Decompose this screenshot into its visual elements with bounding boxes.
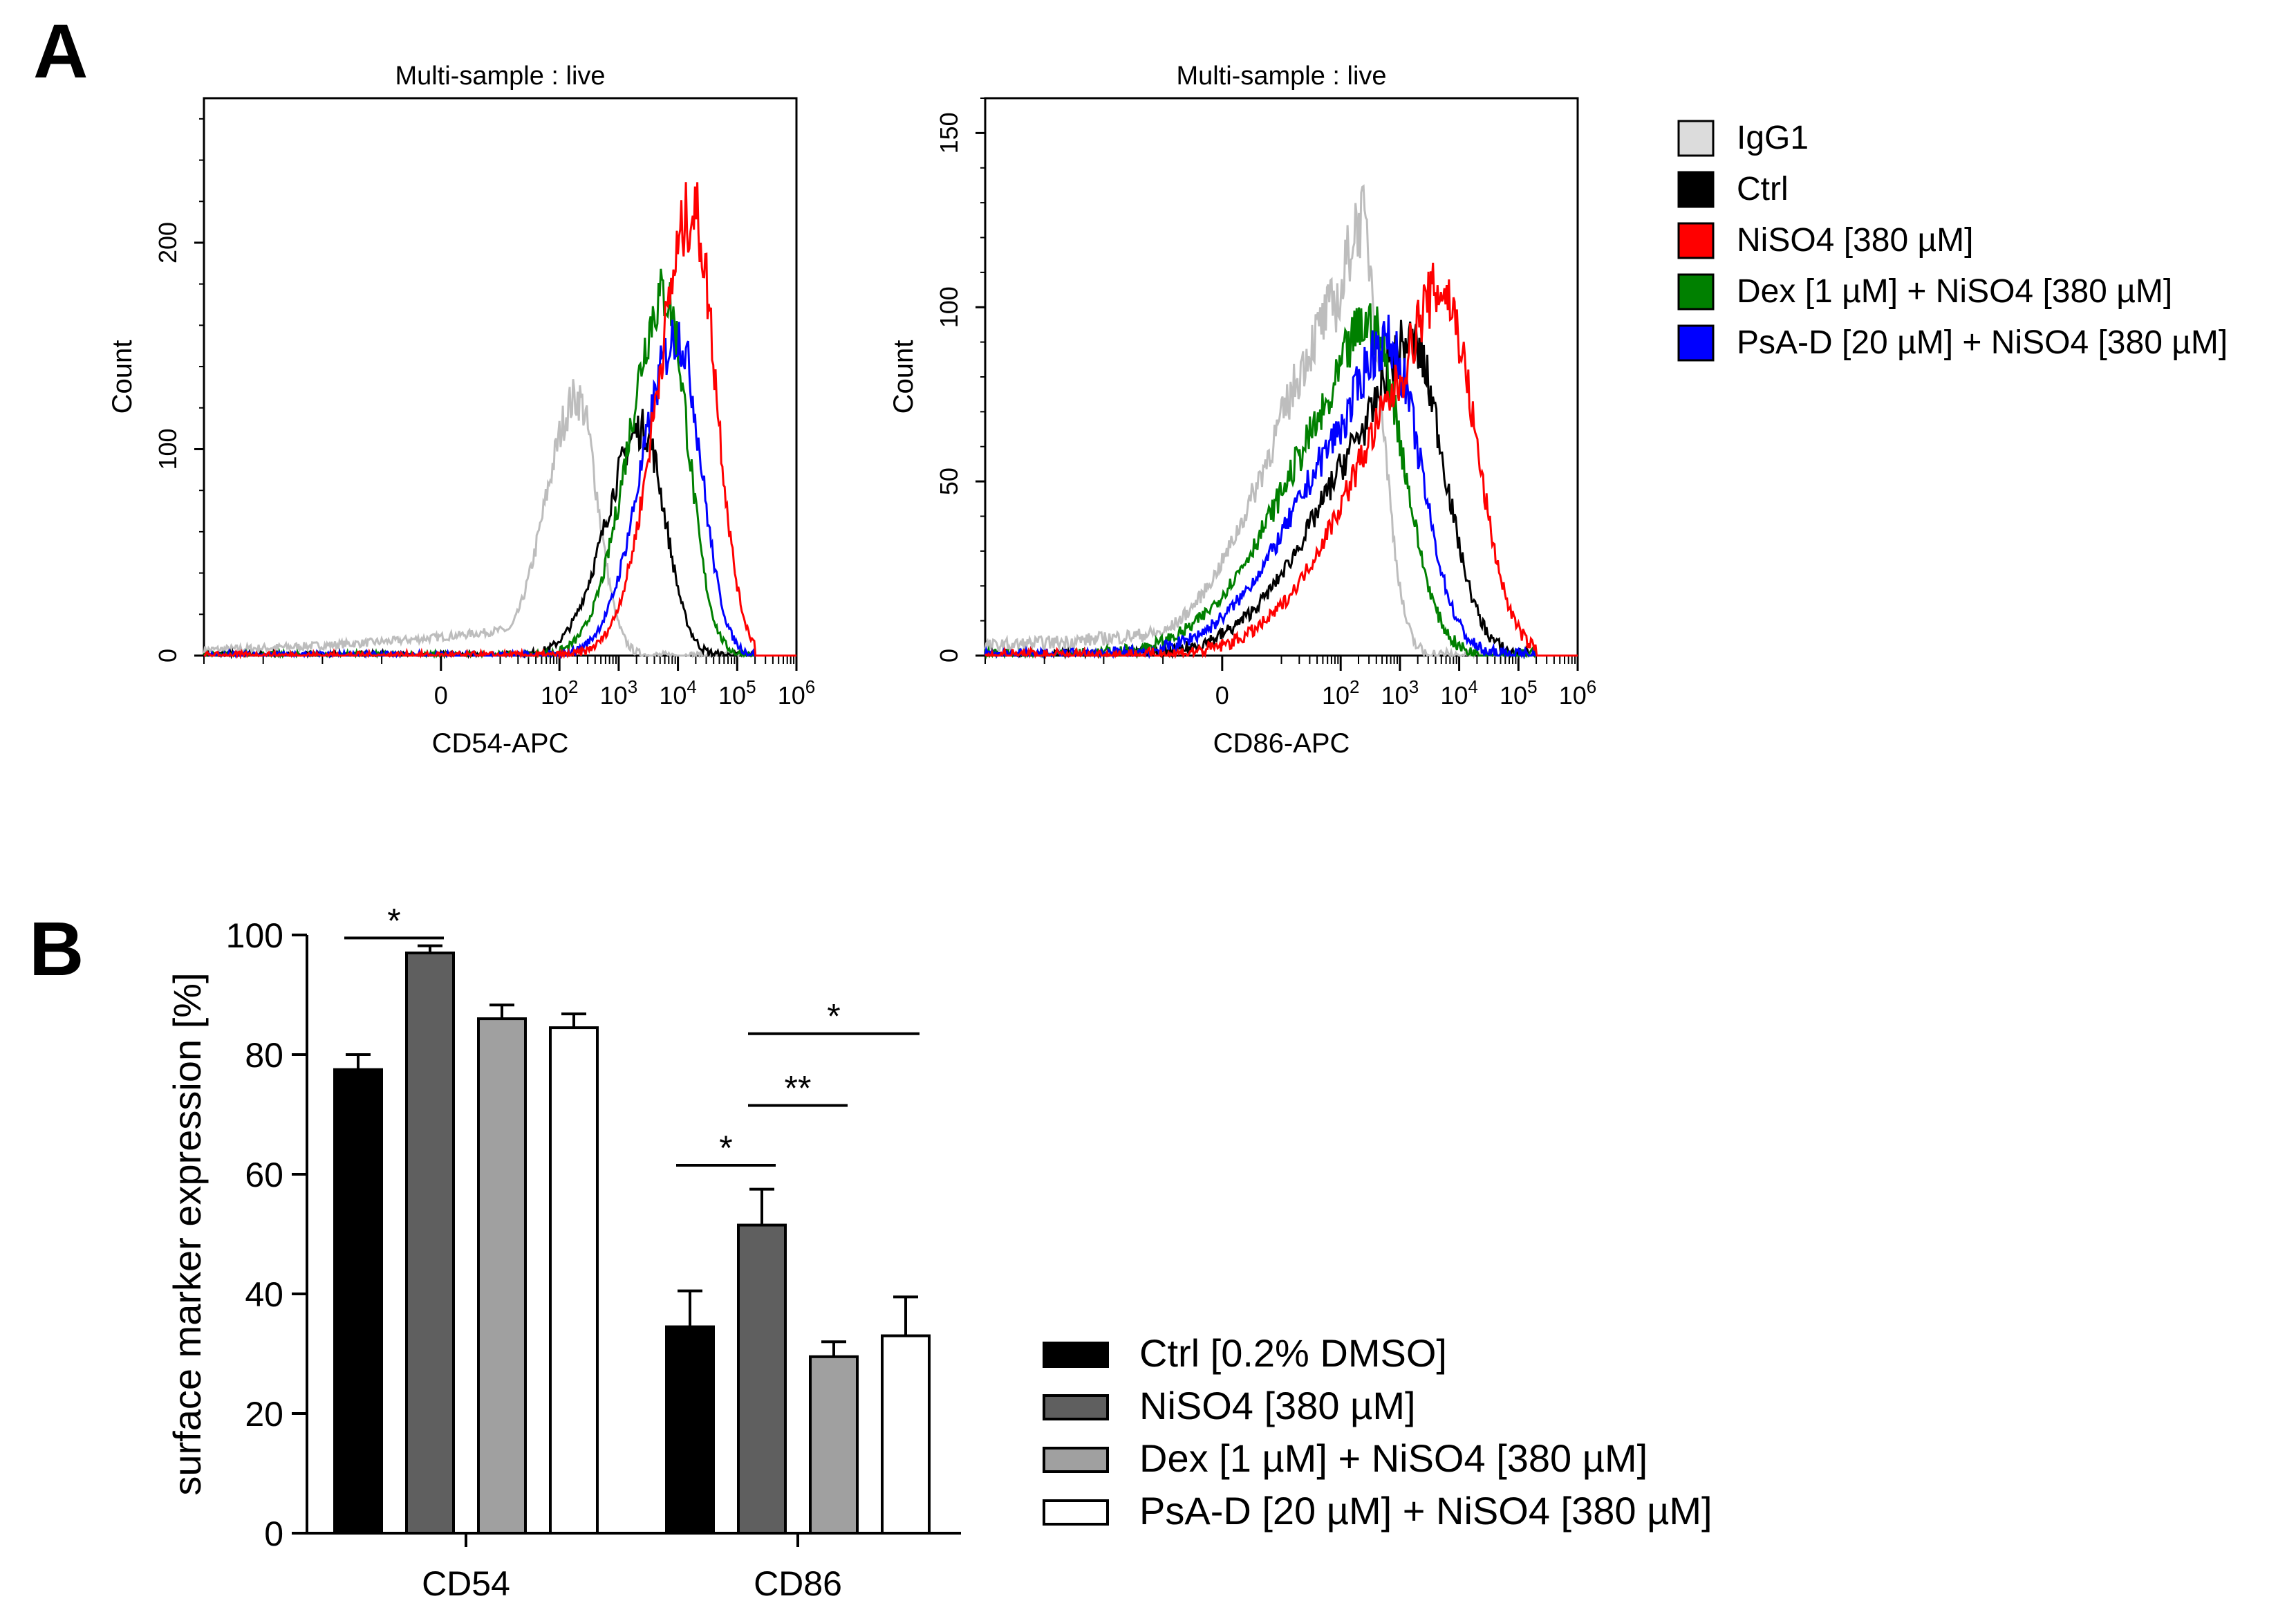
y-axis-label: Count <box>107 340 138 414</box>
histogram-series-niso4 <box>984 262 1578 660</box>
legend-label: NiSO4 [380 µM] <box>1139 1384 1416 1427</box>
bar <box>665 1325 715 1535</box>
x-tick-label: 106 <box>1559 676 1597 710</box>
legend-label: IgG1 <box>1737 120 1809 156</box>
legend-swatch <box>1043 1394 1109 1420</box>
panel-label-a: A <box>33 9 88 94</box>
significance-marker: * <box>719 1129 732 1167</box>
y-tick-label: 0 <box>935 649 963 663</box>
histogram-title: Multi-sample : live <box>1176 62 1386 91</box>
x-tick-label: 104 <box>659 676 697 710</box>
significance-marker: * <box>387 901 400 940</box>
bar <box>477 1017 527 1535</box>
y-tick-label: 20 <box>245 1395 283 1434</box>
significance-marker: * <box>827 997 840 1036</box>
histogram-series-ctrl <box>203 409 796 660</box>
x-tick-label: 105 <box>1500 676 1538 710</box>
legend-label: PsA-D [20 µM] + NiSO4 [380 µM] <box>1139 1489 1712 1532</box>
histogram-series-psa-d <box>204 319 796 659</box>
x-axis-label: CD54-APC <box>432 728 569 759</box>
bar <box>333 1068 383 1535</box>
bar <box>405 951 455 1535</box>
x-tick-label: 103 <box>600 676 638 710</box>
legend-swatch <box>1043 1499 1109 1526</box>
bar-chart: 0 20 40 60 80 100 surface marker expression [%… <box>165 901 961 1603</box>
x-tick-label: 102 <box>1322 676 1360 710</box>
bar <box>881 1334 931 1535</box>
legend-label: Dex [1 µM] + NiSO4 [380 µM] <box>1139 1436 1648 1480</box>
x-tick-label: 104 <box>1440 676 1478 710</box>
y-axis-label: surface marker expression [%] <box>165 972 209 1495</box>
legend-swatch <box>1043 1342 1109 1368</box>
bar <box>737 1223 787 1535</box>
y-tick-label: 150 <box>935 112 963 154</box>
x-tick-label: 105 <box>718 676 756 710</box>
histogram-series-dex <box>203 268 796 660</box>
y-tick-label: 100 <box>226 916 283 955</box>
bar <box>549 1026 599 1535</box>
y-tick-label: 60 <box>245 1156 283 1194</box>
legend-swatch <box>1677 171 1715 208</box>
histogram-series-igg1 <box>203 379 796 659</box>
legend-swatch <box>1677 324 1715 362</box>
y-tick-label: 100 <box>153 428 182 470</box>
legend-label: Dex [1 µM] + NiSO4 [380 µM] <box>1737 273 2172 310</box>
y-tick-label: 0 <box>264 1515 283 1553</box>
x-axis-label: CD86-APC <box>1213 728 1350 759</box>
bar <box>809 1355 859 1535</box>
x-tick-label: 102 <box>541 676 579 710</box>
y-tick-label: 50 <box>935 467 963 495</box>
legend-swatch <box>1677 120 1715 157</box>
panel-label-b: B <box>29 907 84 992</box>
category-label: CD54 <box>422 1564 510 1603</box>
histogram-series-igg1 <box>984 184 1578 660</box>
y-tick-label: 0 <box>153 649 182 663</box>
legend-label: NiSO4 [380 µM] <box>1737 222 1973 259</box>
legend-label: PsA-D [20 µM] + NiSO4 [380 µM] <box>1737 324 2228 361</box>
legend-label: Ctrl [0.2% DMSO] <box>1139 1331 1447 1375</box>
histogram-series-psa-d <box>984 314 1578 660</box>
y-tick-label: 40 <box>245 1275 283 1314</box>
x-tick-label: 0 <box>434 681 448 710</box>
category-label: CD86 <box>754 1564 842 1603</box>
bar-legend: Ctrl [0.2% DMSO] NiSO4 [380 µM] Dex [1 µM]… <box>1043 1331 1712 1532</box>
legend-swatch <box>1677 273 1715 311</box>
plot-frame <box>203 97 798 657</box>
y-axis-label: Count <box>888 340 919 414</box>
y-tick-label: 200 <box>153 222 182 263</box>
x-tick-label: 106 <box>778 676 816 710</box>
legend-swatch <box>1043 1447 1109 1473</box>
x-tick-label: 103 <box>1381 676 1419 710</box>
histogram-series-niso4 <box>203 182 796 660</box>
y-tick-label: 80 <box>245 1036 283 1075</box>
x-tick-label: 0 <box>1215 681 1229 710</box>
legend-swatch <box>1677 222 1715 259</box>
histogram-legend: IgG1 Ctrl NiSO4 [380 µM] Dex [1 µM] + NiSO4… <box>1677 120 2228 362</box>
significance-marker: ** <box>785 1069 812 1108</box>
legend-label: Ctrl <box>1737 171 1789 207</box>
histogram-cd54: Multi-sample : live 0 100 200 Count 0 102 103 10… <box>107 62 815 759</box>
y-tick-label: 100 <box>935 286 963 328</box>
histogram-title: Multi-sample : live <box>395 62 605 91</box>
histogram-cd86: Multi-sample : live 0 50 100 150 Count 0 102 103… <box>888 62 1596 759</box>
